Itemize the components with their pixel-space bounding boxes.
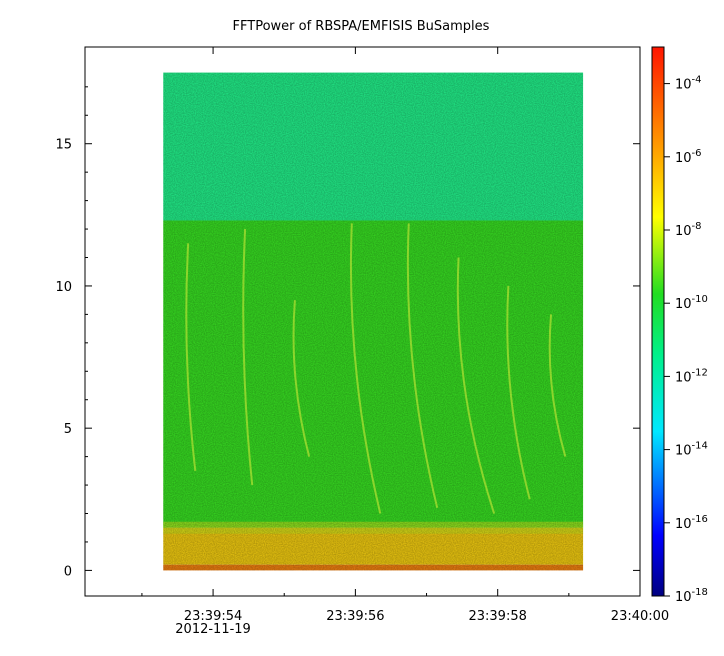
colorbar-tick-label: 10-6 xyxy=(675,148,702,166)
streak-line xyxy=(292,300,311,457)
y-tick-label: 0 xyxy=(64,564,72,579)
x-tick-label: 23:40:00 xyxy=(611,609,669,624)
heatmap-layer xyxy=(163,72,584,571)
y-tick-label: 15 xyxy=(55,138,72,153)
colorbar-ticks: 10-4 10-6 10-8 10-10 10-12 10-14 10-16 10-18 xyxy=(664,75,708,605)
streak-line xyxy=(456,257,496,514)
y-tick-label: 10 xyxy=(55,280,72,295)
colorbar-tick-label: 10-16 xyxy=(675,514,708,532)
colorbar-tick-label: 10-12 xyxy=(675,367,708,385)
streak-line xyxy=(349,223,382,514)
colorbar-tick-label: 10-18 xyxy=(675,587,708,605)
streak-line xyxy=(406,223,439,509)
x-date-label: 2012-11-19 xyxy=(175,622,251,637)
noise-texture xyxy=(163,72,584,571)
colorbar-tick-label: 10-8 xyxy=(675,221,702,239)
colorbar-tick-label: 10-14 xyxy=(675,441,708,459)
x-tick-label: 23:39:54 xyxy=(184,609,242,624)
y-tick-label: 5 xyxy=(64,422,72,437)
y-axis: 0 5 10 15 xyxy=(55,86,640,579)
x-tick-label: 23:39:58 xyxy=(468,609,526,624)
colorbar-tick-label: 10-10 xyxy=(675,294,708,312)
streak-line xyxy=(185,243,197,471)
streak-line xyxy=(506,285,531,500)
x-tick-label: 23:39:56 xyxy=(326,609,384,624)
chart-title: FFTPower of RBSPA/EMFISIS BuSamples xyxy=(233,19,490,34)
colorbar xyxy=(651,46,665,597)
streak-line xyxy=(548,314,567,457)
colorbar-tick-label: 10-4 xyxy=(675,75,702,93)
streak-line xyxy=(242,229,254,486)
whistler-streaks xyxy=(185,223,567,514)
